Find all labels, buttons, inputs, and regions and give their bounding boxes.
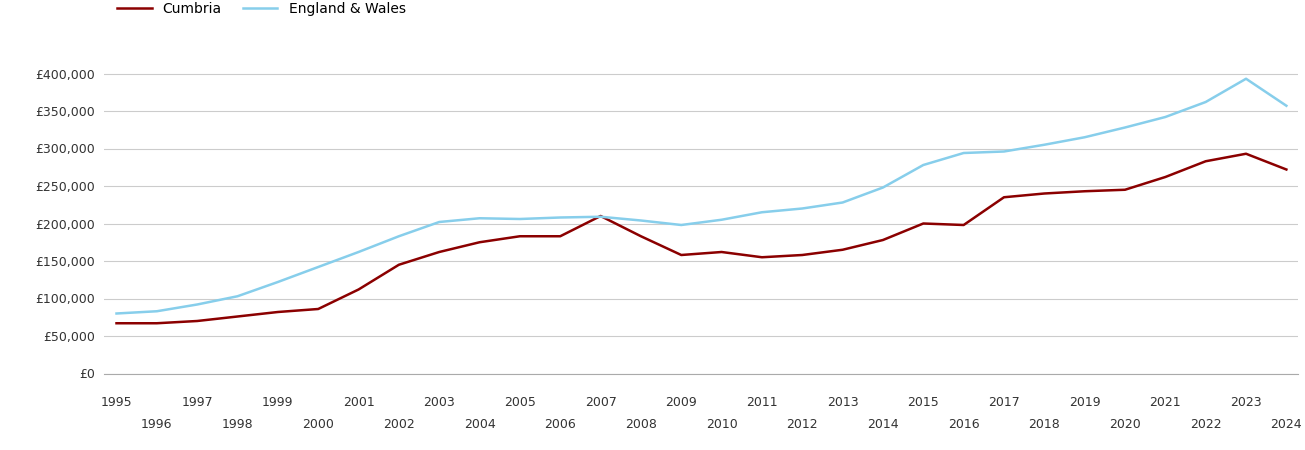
Line: Cumbria: Cumbria	[116, 154, 1287, 323]
England & Wales	[108, 311, 124, 316]
Cumbria	[189, 318, 205, 324]
Line: England & Wales: England & Wales	[116, 79, 1287, 314]
England & Wales	[1036, 142, 1052, 148]
Text: 2007: 2007	[585, 396, 616, 409]
England & Wales	[673, 222, 689, 228]
Cumbria	[714, 249, 729, 255]
England & Wales	[1117, 125, 1133, 130]
Cumbria	[270, 309, 286, 315]
Cumbria	[230, 314, 245, 319]
Text: 2021: 2021	[1150, 396, 1181, 409]
Text: 2024: 2024	[1271, 418, 1302, 431]
England & Wales	[714, 217, 729, 222]
Cumbria	[592, 213, 608, 219]
Text: 2005: 2005	[504, 396, 536, 409]
Cumbria	[512, 234, 527, 239]
Text: 2013: 2013	[827, 396, 859, 409]
Text: 1996: 1996	[141, 418, 172, 431]
England & Wales	[916, 162, 932, 168]
England & Wales	[633, 218, 649, 223]
Text: 2014: 2014	[867, 418, 899, 431]
Text: 2023: 2023	[1231, 396, 1262, 409]
England & Wales	[996, 149, 1011, 154]
England & Wales	[1158, 114, 1173, 120]
England & Wales	[1238, 76, 1254, 81]
England & Wales	[311, 264, 326, 270]
Text: 2009: 2009	[666, 396, 697, 409]
Text: 1999: 1999	[262, 396, 294, 409]
Text: 2008: 2008	[625, 418, 656, 431]
Text: 2018: 2018	[1028, 418, 1060, 431]
Cumbria	[1077, 189, 1092, 194]
Cumbria	[795, 252, 810, 258]
Cumbria	[471, 239, 487, 245]
England & Wales	[1198, 99, 1214, 105]
Text: 2002: 2002	[382, 418, 415, 431]
Cumbria	[1117, 187, 1133, 193]
England & Wales	[270, 279, 286, 285]
Text: 2020: 2020	[1109, 418, 1141, 431]
Cumbria	[996, 194, 1011, 200]
England & Wales	[512, 216, 527, 222]
Text: 2010: 2010	[706, 418, 737, 431]
Cumbria	[916, 221, 932, 226]
England & Wales	[351, 249, 367, 255]
Text: 2011: 2011	[746, 396, 778, 409]
Cumbria	[552, 234, 568, 239]
Cumbria	[955, 222, 971, 228]
Cumbria	[633, 234, 649, 239]
Text: 2015: 2015	[907, 396, 940, 409]
Text: 1998: 1998	[222, 418, 253, 431]
England & Wales	[471, 216, 487, 221]
Cumbria	[1238, 151, 1254, 157]
Cumbria	[351, 287, 367, 292]
England & Wales	[795, 206, 810, 211]
Cumbria	[392, 262, 407, 267]
Text: 1995: 1995	[100, 396, 132, 409]
Text: 2000: 2000	[303, 418, 334, 431]
Text: 2003: 2003	[423, 396, 455, 409]
Legend: Cumbria, England & Wales: Cumbria, England & Wales	[111, 0, 411, 21]
England & Wales	[1077, 135, 1092, 140]
Cumbria	[1158, 174, 1173, 180]
England & Wales	[592, 214, 608, 220]
England & Wales	[876, 185, 891, 190]
Text: 2022: 2022	[1190, 418, 1221, 431]
Cumbria	[673, 252, 689, 258]
England & Wales	[835, 200, 851, 205]
Cumbria	[149, 320, 164, 326]
Text: 2016: 2016	[947, 418, 980, 431]
Cumbria	[754, 255, 770, 260]
Cumbria	[835, 247, 851, 252]
Text: 2017: 2017	[988, 396, 1021, 409]
Text: 2019: 2019	[1069, 396, 1100, 409]
Cumbria	[1198, 158, 1214, 164]
England & Wales	[754, 210, 770, 215]
England & Wales	[552, 215, 568, 220]
England & Wales	[432, 219, 448, 225]
Cumbria	[108, 320, 124, 326]
Text: 2012: 2012	[787, 418, 818, 431]
Cumbria	[876, 237, 891, 243]
England & Wales	[230, 293, 245, 299]
Cumbria	[432, 249, 448, 255]
England & Wales	[955, 150, 971, 156]
Text: 2006: 2006	[544, 418, 576, 431]
Text: 1997: 1997	[181, 396, 213, 409]
Text: 2001: 2001	[343, 396, 375, 409]
England & Wales	[189, 302, 205, 307]
England & Wales	[149, 309, 164, 314]
Cumbria	[311, 306, 326, 312]
England & Wales	[1279, 103, 1295, 108]
Cumbria	[1279, 167, 1295, 172]
Cumbria	[1036, 191, 1052, 196]
England & Wales	[392, 234, 407, 239]
Text: 2004: 2004	[463, 418, 496, 431]
